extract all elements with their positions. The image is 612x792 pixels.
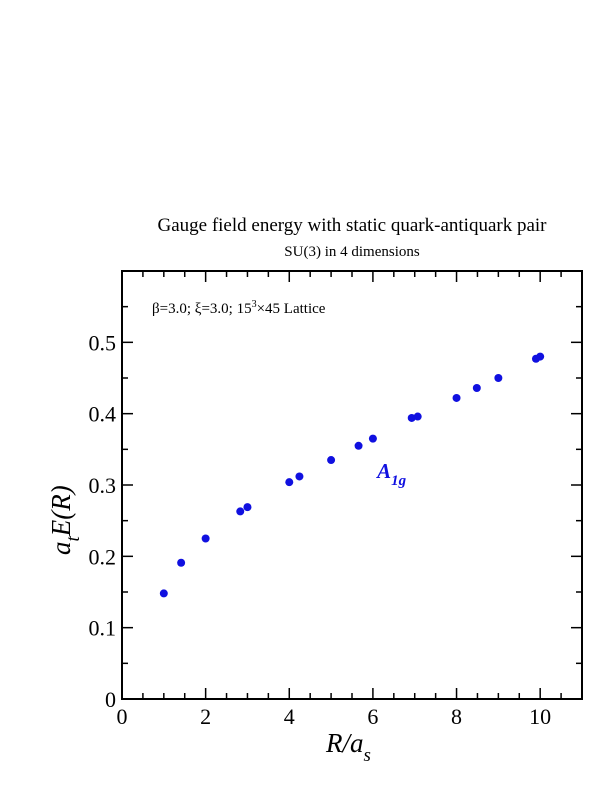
x-tick-label: 10 <box>529 704 551 729</box>
data-point <box>452 393 461 402</box>
data-point <box>295 472 304 481</box>
x-tick-label: 8 <box>451 704 462 729</box>
data-points <box>159 352 545 598</box>
data-point <box>201 534 210 543</box>
y-tick-label: 0.2 <box>89 544 117 569</box>
y-tick-labels: 0 0.1 0.2 0.3 0.4 0.5 <box>89 330 117 712</box>
x-tick-label: 0 <box>117 704 128 729</box>
y-tick-label: 0 <box>105 687 116 712</box>
x-tick-label: 4 <box>284 704 295 729</box>
data-point <box>407 413 416 422</box>
y-tick-label: 0.3 <box>89 473 117 498</box>
data-point <box>236 507 245 516</box>
data-point <box>536 352 545 361</box>
tick-marks <box>121 270 583 700</box>
data-point <box>354 441 363 450</box>
y-tick-label: 0.5 <box>89 330 117 355</box>
data-point <box>327 456 336 465</box>
x-axis-label: R/as <box>325 728 371 766</box>
y-tick-label: 0.4 <box>89 402 117 427</box>
data-point <box>494 374 503 382</box>
chart-subtitle: SU(3) in 4 dimensions <box>284 244 420 260</box>
data-point <box>472 383 481 392</box>
x-tick-labels: 0 2 4 6 8 10 <box>117 704 552 729</box>
plot-frame <box>121 270 583 700</box>
series-label: A1g <box>375 459 407 489</box>
x-tick-label: 2 <box>200 704 211 729</box>
lattice-annotation: β=3.0; ξ=3.0; 153×45 Lattice <box>152 299 326 317</box>
data-point <box>159 589 168 598</box>
data-point <box>285 478 294 487</box>
x-tick-label: 6 <box>367 704 378 729</box>
data-point <box>243 503 252 512</box>
data-point <box>177 558 186 567</box>
chart-title: Gauge field energy with static quark-ant… <box>157 215 547 236</box>
y-axis-label: atE(R) <box>46 485 84 555</box>
data-point <box>368 434 377 443</box>
data-point <box>413 412 422 421</box>
y-tick-label: 0.1 <box>89 616 117 641</box>
